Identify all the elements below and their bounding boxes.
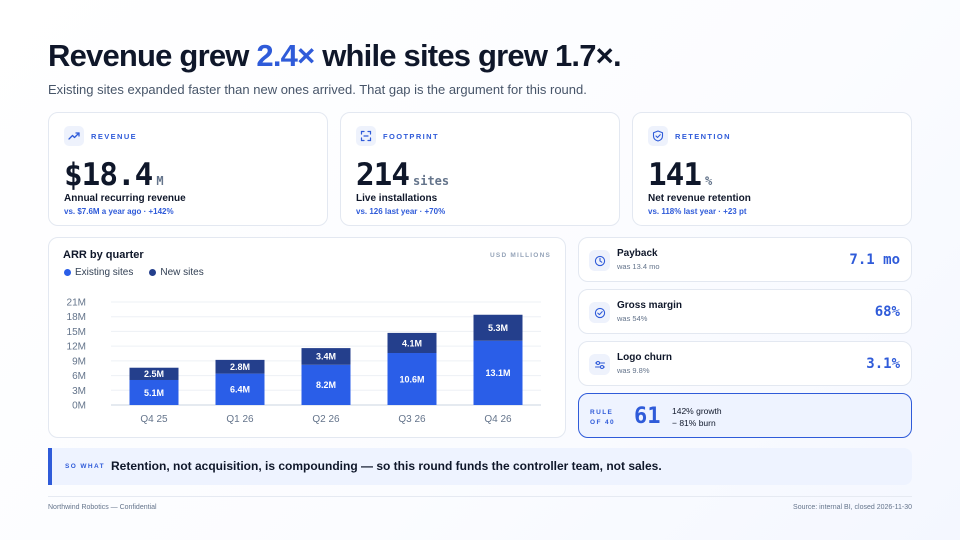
title-part-2: while sites grew 1.7×.: [314, 38, 621, 73]
y-tick-label: 0M: [72, 401, 86, 412]
footer-confidential: Northwind Robotics — Confidential: [48, 504, 157, 511]
arr-chart: 0M 3M 6M 9M 12M 15M 18M 21M 5.1M 2.5M Q4 25 6.4M 2.8…: [67, 298, 541, 425]
kpi-value: 214 sites: [356, 157, 450, 193]
bar-segment: [215, 359, 265, 374]
bar-segment: [129, 379, 179, 405]
legend-item-existing: Existing sites: [64, 267, 133, 278]
x-tick-label: Q3 26: [398, 414, 426, 425]
y-tick-label: 15M: [67, 327, 86, 338]
metric-previous: was 54%: [617, 314, 648, 323]
bar-value-label: 13.1M: [485, 368, 510, 378]
page-subtitle: Existing sites expanded faster than new …: [48, 82, 587, 97]
kpi-card-footprint: FOOTPRINT 214 sites Live installations vs…: [340, 112, 620, 226]
metric-previous: was 9.8%: [617, 366, 650, 375]
footer-source: Source: internal BI, closed 2026-11-30: [793, 504, 912, 511]
shield-check-icon: [648, 126, 668, 146]
kpi-value: 141%: [648, 157, 713, 193]
bar-value-label: 5.1M: [144, 388, 164, 398]
chart-title: ARR by quarter: [63, 249, 144, 261]
x-tick-label: Q4 25: [140, 414, 168, 425]
kpi-label: REVENUE: [91, 132, 138, 141]
kpi-card-revenue: REVENUE $18.4 M Annual recurring revenue …: [48, 112, 328, 226]
clock-icon: [589, 250, 610, 271]
y-tick-label: 12M: [67, 342, 86, 353]
chart-legend: Existing sites New sites: [64, 267, 204, 278]
bar-segment: [473, 314, 523, 341]
kpi-delta: vs. $7.6M a year ago · +142%: [64, 207, 174, 216]
metric-card-gross-margin: Gross margin was 54% 68%: [578, 289, 912, 334]
bar-value-label: 3.4M: [316, 352, 336, 362]
bar-value-label: 5.3M: [488, 323, 508, 333]
bar-value-label: 2.8M: [230, 362, 250, 372]
kpi-delta: vs. 118% last year · +23 pt: [648, 207, 747, 216]
metric-value: 3.1%: [866, 356, 900, 372]
metric-label: Gross margin: [617, 300, 683, 311]
footer-divider: [48, 496, 912, 497]
rule-of-40-growth: 142% growth: [672, 406, 722, 416]
kpi-description: Live installations: [356, 193, 438, 204]
so-what-text: Retention, not acquisition, is compoundi…: [111, 459, 662, 473]
frame-corners-icon: [356, 126, 376, 146]
legend-swatch: [149, 269, 157, 276]
bar-segment: [129, 367, 179, 380]
kpi-description: Net revenue retention: [648, 193, 751, 204]
sliders-icon: [589, 354, 610, 375]
kpi-description: Annual recurring revenue: [64, 193, 186, 204]
metric-previous: was 13.4 mo: [617, 262, 660, 271]
bar-segment: [215, 373, 265, 405]
rule-of-40-burn: − 81% burn: [672, 418, 716, 428]
title-part-1: Revenue grew: [48, 38, 257, 73]
kpi-label: FOOTPRINT: [383, 132, 439, 141]
arr-chart-card: 0M 3M 6M 9M 12M 15M 18M 21M 5.1M 2.5M Q4 25 6.4M 2.8…: [48, 237, 566, 438]
bar-segment: [387, 332, 437, 354]
page-title: Revenue grew 2.4× while sites grew 1.7×.: [48, 38, 622, 74]
legend-item-new: New sites: [149, 267, 204, 278]
bar-value-label: 8.2M: [316, 380, 336, 390]
legend-swatch: [64, 269, 71, 276]
bar-segment: [301, 364, 351, 405]
y-tick-label: 3M: [72, 386, 86, 397]
metric-card-payback: Payback was 13.4 mo 7.1 mo: [578, 237, 912, 282]
bar-segment: [473, 340, 523, 405]
kpi-card-retention: RETENTION 141% Net revenue retention vs.…: [632, 112, 912, 226]
chart-units-label: USD MILLIONS: [490, 252, 551, 259]
y-tick-label: 18M: [67, 312, 86, 323]
metric-card-logo-churn: Logo churn was 9.8% 3.1%: [578, 341, 912, 386]
x-tick-label: Q2 26: [312, 414, 340, 425]
so-what-callout: SO WHAT Retention, not acquisition, is c…: [48, 448, 912, 485]
bar-value-label: 2.5M: [144, 369, 164, 379]
y-tick-label: 6M: [72, 371, 86, 382]
y-tick-label: 21M: [67, 298, 86, 309]
kpi-delta: vs. 126 last year · +70%: [356, 207, 446, 216]
kpi-value: $18.4 M: [64, 157, 164, 193]
so-what-label: SO WHAT: [65, 463, 106, 470]
x-tick-label: Q1 26: [226, 414, 254, 425]
legend-label: Existing sites: [75, 267, 134, 278]
rule-of-40-card: RULE OF 40 61 142% growth − 81% burn: [578, 393, 912, 438]
x-tick-label: Q4 26: [484, 414, 512, 425]
bar-value-label: 10.6M: [399, 374, 424, 384]
bar-segment: [387, 353, 437, 405]
bar-value-label: 4.1M: [402, 338, 422, 348]
metric-label: Logo churn: [617, 352, 672, 363]
rule-of-40-label: RULE OF 40: [590, 409, 616, 426]
trend-up-icon: [64, 126, 84, 146]
metric-value: 7.1 mo: [849, 252, 900, 268]
bar-value-label: 6.4M: [230, 385, 250, 395]
check-circle-icon: [589, 302, 610, 323]
metric-label: Payback: [617, 248, 658, 259]
title-accent: 2.4×: [256, 38, 315, 73]
bar-segment: [301, 348, 351, 365]
y-tick-label: 9M: [72, 356, 86, 367]
rule-of-40-value: 61: [634, 404, 661, 429]
legend-label: New sites: [160, 267, 204, 278]
kpi-label: RETENTION: [675, 132, 731, 141]
metric-value: 68%: [874, 304, 900, 320]
